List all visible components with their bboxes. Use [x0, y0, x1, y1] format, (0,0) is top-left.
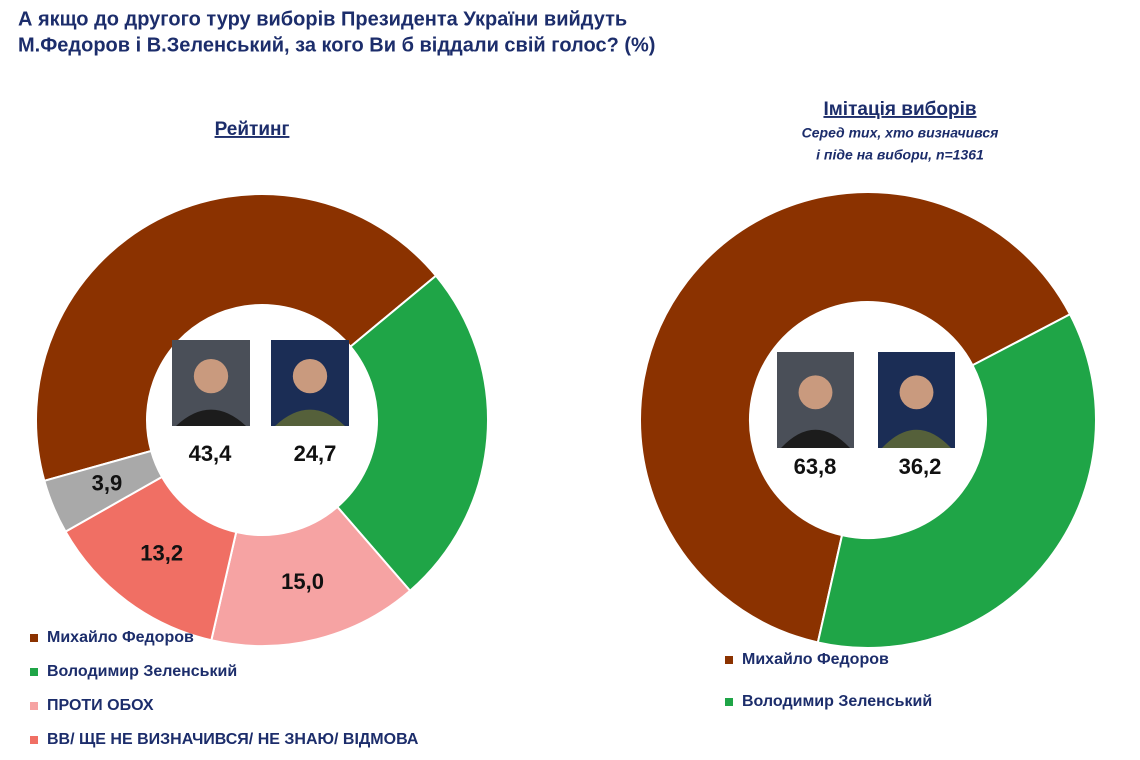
value-label: 3,9	[92, 470, 123, 495]
legend-label: Михайло Федоров	[742, 651, 889, 668]
legend-label: ПРОТИ ОБОХ	[47, 697, 154, 714]
legend-label: ВВ/ ЩЕ НЕ ВИЗНАЧИВСЯ/ НЕ ЗНАЮ/ ВІДМОВА	[47, 731, 419, 748]
title-line: М.Федоров і В.Зеленський, за кого Ви б в…	[18, 34, 655, 56]
legend-swatch	[725, 656, 733, 664]
value-label: 13,2	[140, 541, 183, 566]
legend-swatch	[725, 698, 733, 706]
donut-segment	[639, 191, 1072, 644]
portrait-body	[781, 429, 850, 448]
legend-swatch	[30, 702, 38, 710]
legend-swatch	[30, 634, 38, 642]
title-line: А якщо до другого туру виборів Президент…	[18, 8, 627, 30]
legend-swatch	[30, 668, 38, 676]
chart-title: Імітація виборів	[823, 99, 976, 120]
subtitle: Серед тих, хто визначився	[802, 125, 999, 141]
subtitle: і піде на вибори, n=1361	[816, 147, 984, 163]
portrait-body	[275, 409, 345, 426]
value-label: 43,4	[189, 441, 233, 466]
legend-swatch	[30, 736, 38, 744]
chart-title: Рейтинг	[215, 119, 290, 140]
portrait-head	[292, 358, 328, 394]
value-label: 63,8	[794, 454, 837, 479]
legend-label: Михайло Федоров	[47, 629, 194, 646]
legend-label: Володимир Зеленський	[47, 663, 237, 680]
portrait-head	[193, 358, 229, 394]
portrait-body	[176, 409, 246, 426]
portrait-head	[899, 375, 934, 410]
donut-segment	[335, 274, 489, 593]
portrait-head	[798, 375, 833, 410]
value-label: 24,7	[294, 441, 337, 466]
portrait-body	[882, 429, 951, 448]
value-label: 36,2	[899, 454, 942, 479]
value-label: 15,0	[281, 569, 324, 594]
legend-label: Володимир Зеленський	[742, 693, 932, 710]
